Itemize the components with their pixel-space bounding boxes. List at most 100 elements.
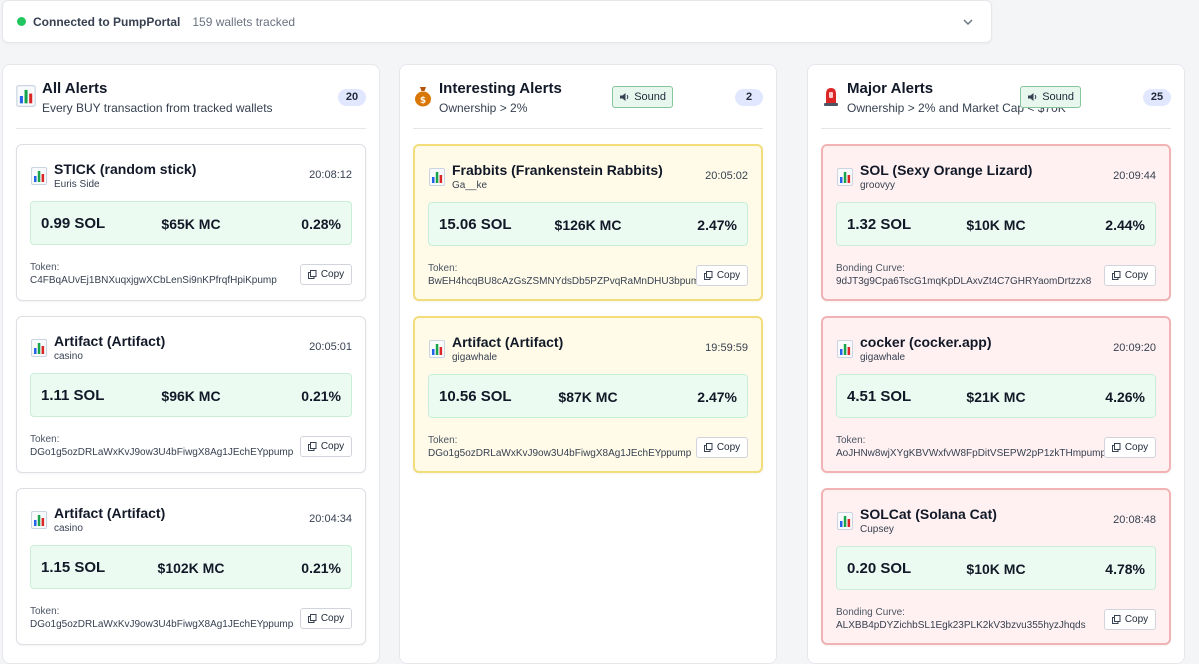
column-header: Major Alerts Ownership > 2% and Market C… bbox=[821, 65, 1171, 129]
token-icon-wrap bbox=[837, 340, 853, 358]
bar-chart-icon bbox=[837, 168, 853, 186]
bar-chart-icon bbox=[31, 339, 47, 357]
sound-toggle-button[interactable]: Sound bbox=[612, 86, 673, 108]
copy-icon bbox=[703, 271, 713, 280]
address-label: Token: bbox=[30, 262, 60, 273]
connection-status-text: Connected to PumpPortal bbox=[33, 14, 181, 29]
token-address: ALXBB4pDYZichbSL1Egk23PLK2kV3bzvu355hyzJ… bbox=[836, 620, 1086, 631]
wallets-tracked-count: 159 wallets tracked bbox=[192, 14, 296, 29]
wallet-name: Cupsey bbox=[860, 524, 894, 535]
copy-icon bbox=[1111, 615, 1121, 624]
token-name: SOL (Sexy Orange Lizard) bbox=[860, 162, 1033, 178]
trade-stats: 1.11 SOL $96K MC 0.21% bbox=[30, 373, 352, 417]
trade-stats: 4.51 SOL $21K MC 4.26% bbox=[836, 374, 1156, 418]
svg-text:$: $ bbox=[420, 96, 426, 106]
token-address: DGo1g5ozDRLaWxKvJ9ow3U4bFiwgX8Ag1JEchEYp… bbox=[30, 619, 294, 630]
sol-amount: 4.51 SOL bbox=[847, 388, 912, 405]
connected-status-dot bbox=[17, 17, 26, 26]
column-subtitle: Ownership > 2% and Market Cap < $70K bbox=[847, 101, 1066, 115]
alert-time: 20:05:01 bbox=[309, 341, 352, 353]
copy-address-button[interactable]: Copy bbox=[696, 437, 748, 458]
alert-card[interactable]: Frabbits (Frankenstein Rabbits) Ga__ke 2… bbox=[413, 144, 763, 301]
address-label: Bonding Curve: bbox=[836, 263, 905, 274]
sol-amount: 1.11 SOL bbox=[41, 387, 105, 404]
ownership-percent: 2.47% bbox=[697, 389, 737, 405]
copy-address-button[interactable]: Copy bbox=[1104, 609, 1156, 630]
copy-label: Copy bbox=[716, 442, 741, 453]
column-subtitle: Every BUY transaction from tracked walle… bbox=[42, 101, 273, 115]
trade-stats: 1.15 SOL $102K MC 0.21% bbox=[30, 545, 352, 589]
trade-stats: 10.56 SOL $87K MC 2.47% bbox=[428, 374, 748, 418]
sound-label: Sound bbox=[1042, 91, 1074, 103]
ownership-percent: 2.44% bbox=[1105, 217, 1145, 233]
speaker-icon bbox=[1028, 93, 1037, 101]
column-header: $ Interesting Alerts Ownership > 2% Soun… bbox=[413, 65, 763, 129]
wallet-name: Ga__ke bbox=[452, 180, 488, 191]
token-icon-wrap bbox=[31, 339, 47, 357]
column-icon-wrap bbox=[16, 85, 36, 107]
sound-toggle-button[interactable]: Sound bbox=[1020, 86, 1081, 108]
alert-count-badge: 2 bbox=[735, 89, 763, 106]
alert-count-badge: 25 bbox=[1143, 89, 1171, 106]
alert-card[interactable]: SOLCat (Solana Cat) Cupsey 20:08:48 0.20… bbox=[821, 488, 1171, 645]
alert-card[interactable]: Artifact (Artifact) casino 20:04:34 1.15… bbox=[16, 488, 366, 645]
wallet-name: groovyy bbox=[860, 180, 896, 191]
sol-amount: 0.20 SOL bbox=[847, 560, 912, 577]
alert-card[interactable]: Artifact (Artifact) casino 20:05:01 1.11… bbox=[16, 316, 366, 473]
sound-label: Sound bbox=[634, 91, 666, 103]
ownership-percent: 2.47% bbox=[697, 217, 737, 233]
address-label: Token: bbox=[30, 434, 60, 445]
copy-icon bbox=[1111, 271, 1121, 280]
copy-address-button[interactable]: Copy bbox=[300, 264, 352, 285]
alert-time: 19:59:59 bbox=[705, 342, 748, 354]
token-address: C4FBqAUvEj1BNXuqxjgwXCbLenSi9nKPfrqfHpiK… bbox=[30, 275, 277, 286]
sol-amount: 15.06 SOL bbox=[439, 216, 512, 233]
ownership-percent: 4.26% bbox=[1105, 389, 1145, 405]
sol-amount: 1.15 SOL bbox=[41, 559, 106, 576]
address-label: Token: bbox=[836, 435, 866, 446]
market-cap: $102K MC bbox=[157, 560, 225, 576]
alert-time: 20:09:20 bbox=[1113, 342, 1156, 354]
alert-card[interactable]: STICK (random stick) Euris Side 20:08:12… bbox=[16, 144, 366, 301]
alerts-column-2: Major Alerts Ownership > 2% and Market C… bbox=[807, 64, 1185, 664]
ownership-percent: 0.21% bbox=[301, 388, 341, 404]
connection-status-bar[interactable]: Connected to PumpPortal 159 wallets trac… bbox=[2, 0, 992, 43]
sol-amount: 0.99 SOL bbox=[41, 215, 106, 232]
column-title: Interesting Alerts bbox=[439, 80, 562, 97]
copy-address-button[interactable]: Copy bbox=[696, 265, 748, 286]
alerts-column-0: All Alerts Every BUY transaction from tr… bbox=[2, 64, 380, 664]
bar-chart-icon bbox=[837, 512, 853, 530]
wallet-name: gigawhale bbox=[860, 352, 906, 363]
copy-label: Copy bbox=[1124, 614, 1149, 625]
copy-icon bbox=[307, 614, 317, 623]
siren-icon bbox=[824, 88, 838, 106]
chevron-down-icon[interactable] bbox=[961, 15, 975, 29]
alert-card[interactable]: Artifact (Artifact) gigawhale 19:59:59 1… bbox=[413, 316, 763, 473]
copy-label: Copy bbox=[1124, 442, 1149, 453]
wallet-name: Euris Side bbox=[54, 179, 100, 190]
trade-stats: 0.20 SOL $10K MC 4.78% bbox=[836, 546, 1156, 590]
token-name: SOLCat (Solana Cat) bbox=[860, 506, 997, 522]
copy-label: Copy bbox=[1124, 270, 1149, 281]
copy-icon bbox=[307, 442, 317, 451]
copy-label: Copy bbox=[320, 441, 345, 452]
money-bag-icon: $ bbox=[415, 87, 431, 107]
token-name: cocker (cocker.app) bbox=[860, 334, 992, 350]
copy-address-button[interactable]: Copy bbox=[300, 608, 352, 629]
alert-card[interactable]: cocker (cocker.app) gigawhale 20:09:20 4… bbox=[821, 316, 1171, 473]
trade-stats: 0.99 SOL $65K MC 0.28% bbox=[30, 201, 352, 245]
wallet-name: casino bbox=[54, 351, 83, 362]
market-cap: $10K MC bbox=[966, 561, 1026, 577]
copy-label: Copy bbox=[320, 613, 345, 624]
column-title: Major Alerts bbox=[847, 80, 934, 97]
ownership-percent: 0.28% bbox=[301, 216, 341, 232]
copy-icon bbox=[1111, 443, 1121, 452]
copy-address-button[interactable]: Copy bbox=[1104, 265, 1156, 286]
token-name: Artifact (Artifact) bbox=[452, 334, 564, 350]
alert-card[interactable]: SOL (Sexy Orange Lizard) groovyy 20:09:4… bbox=[821, 144, 1171, 301]
token-icon-wrap bbox=[429, 168, 445, 186]
ownership-percent: 4.78% bbox=[1105, 561, 1145, 577]
copy-address-button[interactable]: Copy bbox=[300, 436, 352, 457]
copy-address-button[interactable]: Copy bbox=[1104, 437, 1156, 458]
column-icon-wrap: $ bbox=[413, 85, 433, 107]
